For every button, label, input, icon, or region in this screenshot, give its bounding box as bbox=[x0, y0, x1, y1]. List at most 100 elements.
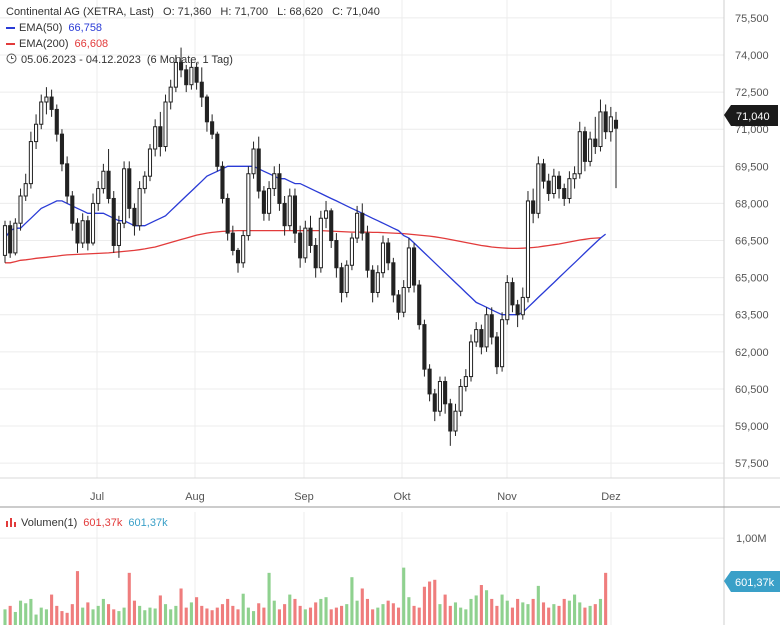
volume-bar bbox=[55, 605, 59, 625]
candle bbox=[142, 171, 147, 194]
candle bbox=[49, 89, 54, 117]
candle-body bbox=[531, 200, 536, 214]
candle bbox=[65, 156, 70, 204]
volume-bar bbox=[459, 607, 463, 625]
candle bbox=[173, 55, 178, 93]
candle bbox=[106, 149, 111, 204]
candle-body bbox=[127, 168, 132, 209]
volume-bar bbox=[210, 610, 214, 625]
ema50-legend[interactable]: EMA(50) 66,758 bbox=[6, 20, 108, 36]
candle-body bbox=[494, 336, 499, 368]
candle-body bbox=[417, 284, 422, 326]
candle bbox=[44, 87, 49, 115]
candle bbox=[308, 215, 313, 253]
price-legend-line: Continental AG (XETRA, Last) O: 71,360 H… bbox=[6, 4, 386, 20]
volume-bar bbox=[324, 597, 328, 625]
candle bbox=[567, 171, 572, 204]
candle bbox=[432, 388, 437, 422]
candle-body bbox=[23, 183, 28, 197]
candle-body bbox=[80, 220, 85, 244]
candle-body bbox=[505, 282, 510, 321]
clock-icon bbox=[6, 53, 17, 64]
candle-body bbox=[437, 381, 443, 412]
volume-bar bbox=[396, 607, 401, 625]
candle-body bbox=[412, 247, 417, 286]
candle bbox=[422, 319, 427, 377]
volume-bar bbox=[24, 603, 28, 625]
volume-bar bbox=[200, 605, 204, 625]
candle bbox=[122, 161, 127, 229]
y-tick-label: 63,500 bbox=[735, 310, 769, 322]
candle bbox=[199, 67, 204, 107]
volume-bar bbox=[298, 605, 302, 625]
candle-body bbox=[168, 86, 173, 103]
volume-legend[interactable]: Volumen(1) 601,37k 601,37k bbox=[6, 515, 174, 531]
candle bbox=[75, 218, 80, 253]
ema200-legend[interactable]: EMA(200) 66,608 bbox=[6, 36, 114, 52]
volume-bar bbox=[101, 598, 105, 625]
volume-bar bbox=[246, 607, 250, 625]
candle-body bbox=[65, 163, 70, 197]
candle-body bbox=[541, 163, 546, 182]
volume-bar bbox=[365, 598, 370, 625]
candle bbox=[500, 312, 505, 372]
last-volume-label: 601,37k bbox=[735, 577, 775, 589]
candle bbox=[613, 111, 619, 189]
candle bbox=[54, 104, 59, 142]
candle-body bbox=[582, 131, 587, 162]
candle bbox=[215, 131, 220, 172]
candle-body bbox=[323, 210, 329, 219]
volume-bar bbox=[588, 605, 592, 625]
candle-body bbox=[261, 190, 266, 214]
volume-bar bbox=[241, 593, 245, 625]
candle bbox=[153, 119, 158, 157]
volume-bar bbox=[360, 588, 364, 625]
candle-body bbox=[515, 304, 520, 316]
candle-body bbox=[75, 222, 80, 244]
candle-body bbox=[204, 96, 209, 123]
candle bbox=[417, 280, 422, 330]
y-tick-label: 65,000 bbox=[735, 273, 769, 285]
last-volume-tag: 601,37k bbox=[724, 571, 780, 592]
volume-bar bbox=[220, 604, 225, 625]
volume-bar bbox=[65, 612, 69, 625]
volume-bar bbox=[516, 598, 520, 625]
volume-bar bbox=[547, 607, 551, 625]
volume-value-blue: 601,37k bbox=[128, 517, 168, 529]
candle-body bbox=[339, 267, 344, 293]
candle-body bbox=[463, 376, 468, 387]
candle-body bbox=[225, 197, 230, 234]
volume-bar bbox=[391, 603, 395, 625]
candle bbox=[468, 334, 474, 382]
candle-body bbox=[194, 66, 199, 83]
candle bbox=[137, 181, 142, 231]
volume-bar bbox=[257, 603, 261, 625]
candle bbox=[412, 243, 417, 293]
candle-body bbox=[85, 220, 90, 244]
candle bbox=[298, 225, 303, 268]
volume-bar bbox=[495, 605, 499, 625]
candle bbox=[458, 379, 463, 417]
candle bbox=[189, 59, 194, 90]
volume-bar bbox=[490, 598, 494, 625]
candle bbox=[287, 188, 292, 231]
volume-bar bbox=[319, 598, 323, 625]
candle-body bbox=[199, 81, 204, 98]
volume-tag-shape bbox=[724, 571, 780, 592]
x-tick-label: Nov bbox=[497, 491, 517, 503]
volume-tick-label: 1,00M bbox=[736, 533, 767, 545]
candle bbox=[184, 64, 189, 93]
candle-body bbox=[163, 101, 168, 148]
volume-bar bbox=[189, 602, 193, 625]
candle bbox=[210, 114, 215, 140]
candle bbox=[484, 307, 489, 352]
volume-bar bbox=[453, 602, 458, 625]
candle bbox=[515, 299, 520, 328]
volume-bar bbox=[236, 609, 240, 625]
interval: (6 Monate, 1 Tag) bbox=[146, 54, 233, 66]
range-legend[interactable]: 05.06.2023 - 04.12.2023 (6 Monate, 1 Tag) bbox=[6, 52, 239, 68]
y-tick-label: 57,500 bbox=[735, 458, 769, 470]
volume-bar bbox=[376, 607, 380, 625]
candle-body bbox=[391, 262, 396, 296]
